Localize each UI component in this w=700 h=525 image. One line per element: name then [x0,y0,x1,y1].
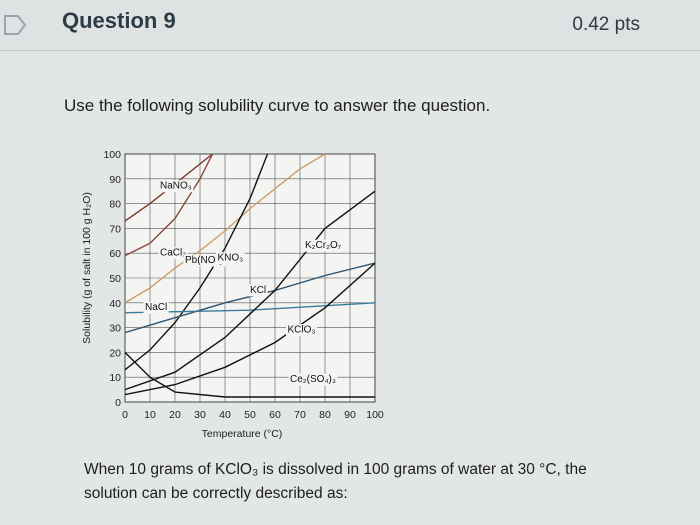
series-label-bg-4 [248,284,268,297]
question-title: Question 9 [62,8,176,33]
series-line-4 [124,262,376,334]
y-tick-label: 30 [109,323,121,335]
series-label-7: KClO₃ [288,325,316,336]
y-tick-label: 100 [103,149,121,161]
x-tick-label: 20 [169,409,181,421]
series-label-bg-8 [288,373,338,386]
y-tick-label: 20 [109,347,121,359]
series-label-bg-7 [286,324,317,337]
x-tick-label: 80 [319,409,331,421]
series-label-8: Ce₂(SO₄)₃ [290,374,336,385]
y-tick-label: 10 [109,372,121,384]
series-line-3 [124,153,269,371]
question-prompt: Use the following solubility curve to an… [64,96,491,115]
series-line-6 [124,190,376,391]
series-label-3: KNO₃ [218,253,244,264]
series-label-2: Pb(NO₃)₂ [185,255,227,266]
x-tick-label: 60 [269,409,281,421]
series-label-bg-3 [216,252,245,265]
series-label-5: NaCl [145,302,167,313]
series-line-7 [124,262,376,396]
series-line-2 [124,153,326,304]
question-header: Question 9 0.42 pts [0,0,700,51]
series-label-bg-5 [143,301,169,314]
y-tick-label: 70 [109,223,121,235]
x-tick-label: 30 [194,409,206,421]
x-tick-label: 100 [366,409,384,421]
y-tick-label: 0 [115,397,121,409]
series-label-bg-6 [303,239,344,252]
series-label-0: NaNO₃ [160,181,192,192]
series-label-1: CaCl₂ [160,248,186,259]
y-axis-label: Solubility (g of salt in 100 g H₂O) [81,192,93,344]
points-value: 0.42 pts [572,14,640,35]
y-tick-label: 60 [109,248,121,260]
series-line-1 [124,153,214,257]
x-tick-label: 70 [294,409,306,421]
y-tick-label: 40 [109,298,121,310]
x-axis-label: Temperature (°C) [202,428,283,440]
x-tick-label: 10 [144,409,156,421]
series-label-bg-1 [158,247,188,260]
solubility-curve-chart: 0 10 20 30 40 50 60 70 80 90 100 0 10 20 30 40 50 60 70 80 9… [81,149,384,440]
question-text: When 10 grams of KClO₃ is dissolved in 1… [84,461,587,502]
x-tick-label: 50 [244,409,256,421]
x-tick-label: 0 [122,409,128,421]
x-tick-label: 40 [219,409,231,421]
flag-question-icon[interactable] [2,12,28,38]
y-tick-label: 90 [109,174,121,186]
x-tick-label: 90 [344,409,356,421]
y-tick-label: 80 [109,199,121,211]
series-label-6: K₂Cr₂O₇ [305,240,342,251]
series-label-4: KCl [250,285,266,296]
series-label-bg-0 [158,180,194,193]
series-line-8 [124,351,375,398]
y-tick-label: 50 [109,273,121,285]
